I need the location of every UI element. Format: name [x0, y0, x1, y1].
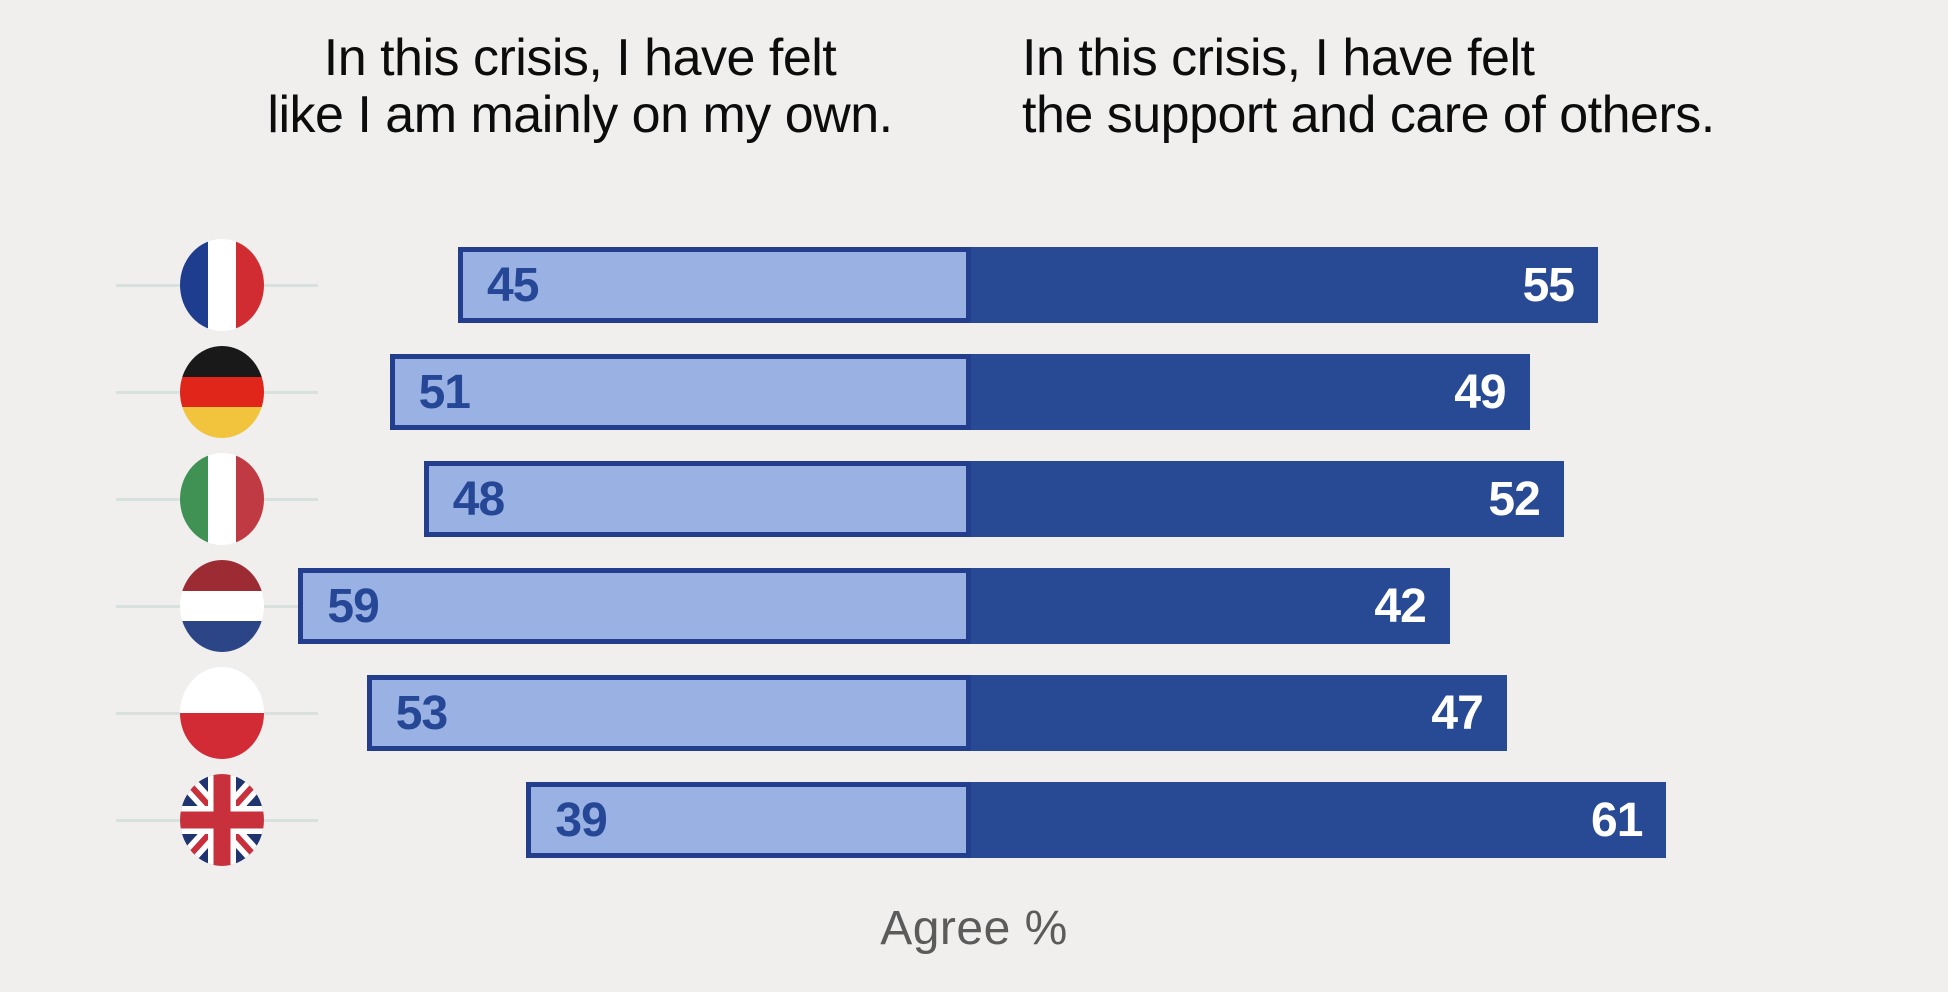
flag-stripe	[180, 239, 208, 331]
flag-stripe	[180, 713, 264, 759]
flag-stripe	[208, 239, 236, 331]
support-value-united-kingdom: 61	[1591, 793, 1643, 847]
flag-stripe	[180, 621, 264, 652]
alone-bar-italy: 48	[423, 461, 971, 537]
flag-stripe	[236, 453, 264, 545]
support-value-france: 55	[1522, 258, 1575, 312]
flag-stripe	[180, 667, 264, 713]
germany-flag-icon	[180, 346, 264, 438]
x-axis-label: Agree %	[880, 902, 1068, 955]
flag-stripe	[180, 453, 208, 545]
poland-flag-icon	[180, 667, 264, 759]
flag-stripe	[180, 560, 264, 591]
support-value-netherlands: 42	[1374, 579, 1426, 633]
alone-value-netherlands: 59	[327, 579, 379, 633]
alone-bar-netherlands: 59	[298, 568, 971, 644]
support-bar-netherlands: 42	[971, 568, 1450, 644]
chart-title-left-line1: In this crisis, I have felt	[323, 29, 837, 87]
flag-stripe	[236, 239, 264, 331]
support-value-poland: 47	[1431, 686, 1483, 740]
chart-title-right-column: In this crisis, I have felt the support …	[1022, 30, 1922, 144]
chart-title-right-line2: the support and care of others.	[1022, 86, 1715, 144]
alone-bar-france: 45	[458, 247, 971, 323]
flag-stripe	[180, 346, 264, 377]
alone-bar-united-kingdom: 39	[526, 782, 971, 858]
flag-stripe	[208, 453, 236, 545]
support-bar-poland: 47	[971, 675, 1507, 751]
alone-value-italy: 48	[452, 472, 505, 526]
alone-value-poland: 53	[395, 686, 448, 740]
support-bar-italy: 52	[971, 461, 1564, 537]
alone-value-germany: 51	[418, 365, 471, 419]
support-bar-germany: 49	[971, 354, 1530, 430]
flag-stripe	[180, 376, 264, 408]
alone-value-united-kingdom: 39	[555, 793, 607, 847]
alone-bar-poland: 53	[366, 675, 971, 751]
chart-title-left-column: In this crisis, I have felt like I am ma…	[130, 30, 1030, 144]
alone-bar-germany: 51	[389, 354, 971, 430]
support-bar-united-kingdom: 61	[971, 782, 1667, 858]
support-bar-france: 55	[971, 247, 1598, 323]
netherlands-flag-icon	[180, 560, 264, 652]
alone-value-france: 45	[487, 258, 539, 312]
chart-title-left-line2: like I am mainly on my own.	[267, 86, 893, 144]
chart-title-right-line1: In this crisis, I have felt	[1022, 29, 1535, 87]
italy-flag-icon	[180, 453, 264, 545]
support-value-germany: 49	[1454, 365, 1506, 419]
flag-stripe	[180, 407, 264, 438]
uk-flag-icon	[180, 774, 264, 866]
support-value-italy: 52	[1488, 472, 1540, 526]
france-flag-icon	[180, 239, 264, 331]
flag-stripe	[180, 590, 264, 622]
